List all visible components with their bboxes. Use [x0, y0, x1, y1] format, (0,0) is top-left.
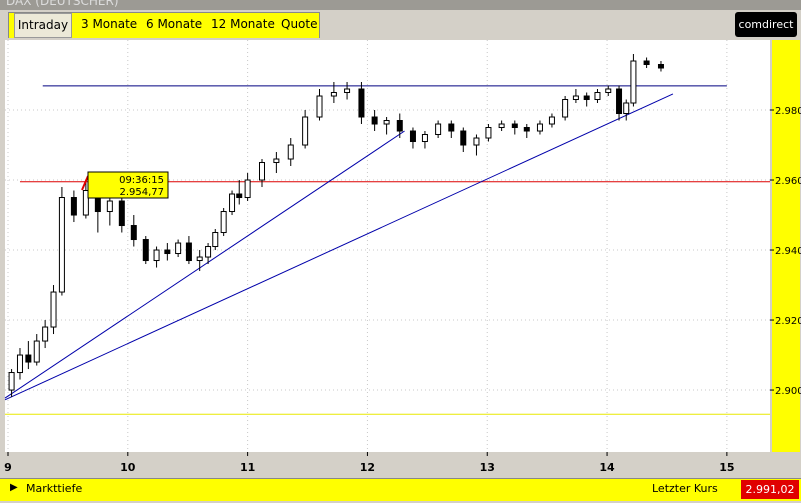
candle-body [448, 123, 455, 132]
candle-body [605, 88, 612, 94]
candle-body [657, 64, 664, 69]
candle-body [153, 249, 160, 262]
tab[interactable]: Quote [281, 17, 318, 31]
y-tick-label: 2.980 [775, 106, 801, 117]
last-price: 2.991,02 [741, 480, 799, 499]
candle-body [130, 225, 137, 241]
candle-body [316, 95, 323, 118]
candle-body [548, 116, 555, 125]
candle-body [594, 92, 601, 101]
x-tick-label: 10 [120, 461, 136, 474]
candle-body [106, 200, 113, 213]
last-price-label: Letzter Kurs [652, 482, 718, 495]
candle-body [643, 60, 650, 66]
tooltip-pointer [81, 175, 89, 191]
candle-body [258, 162, 265, 181]
overlay-line [4, 130, 405, 399]
candle-body [229, 193, 236, 213]
x-tick-label: 13 [480, 461, 495, 474]
candle-body [473, 137, 480, 146]
candle-body [358, 88, 365, 118]
candle-body [164, 249, 171, 255]
y-tick-label: 2.920 [775, 316, 801, 327]
candle-body [421, 134, 428, 143]
candle-body [33, 340, 40, 363]
x-tick-label: 12 [360, 461, 375, 474]
tab[interactable]: 3 Monate [81, 17, 138, 31]
candle-body [185, 242, 192, 262]
candle-body [511, 123, 518, 129]
candle-body [82, 190, 89, 216]
candle-body [623, 102, 630, 115]
y-tick-label: 2.960 [775, 176, 801, 187]
candle-body [396, 120, 403, 132]
x-tick-label: 15 [719, 461, 734, 474]
x-tick-label: 9 [4, 461, 12, 474]
candle-body [273, 158, 280, 164]
candle-body [302, 116, 309, 146]
candle-body [572, 95, 579, 101]
candle-body [58, 197, 65, 293]
window-title: DAX (DEUTSCHER) [6, 0, 119, 8]
candle-body [25, 354, 32, 363]
candle-body [118, 200, 125, 227]
candle-body [435, 123, 442, 136]
candle-body [630, 60, 637, 104]
candle-body [409, 130, 416, 143]
candle-body [175, 242, 182, 255]
candle-body [383, 120, 390, 125]
candle-body [70, 197, 77, 216]
logo: comdirect [735, 12, 797, 37]
candle-body [287, 144, 294, 160]
candle-body [498, 123, 505, 129]
candle-body [583, 95, 590, 101]
candle-body [142, 239, 149, 262]
candle-body [212, 232, 219, 248]
tooltip-time: 09:36:15 [119, 175, 164, 186]
expand-arrow[interactable]: ▶ [10, 482, 18, 493]
logo-text: comdirect [738, 18, 794, 31]
candle-body [205, 246, 212, 258]
tab[interactable]: 6 Monate [146, 17, 203, 31]
market-depth[interactable]: Markttiefe [26, 482, 83, 495]
overlay-line [4, 93, 674, 401]
x-tick-label: 14 [599, 461, 615, 474]
tooltip-price: 2.954,77 [119, 187, 164, 198]
candle-body [485, 127, 492, 139]
candle-body [196, 256, 203, 262]
x-tick-label: 11 [240, 461, 255, 474]
plot-area [5, 40, 770, 452]
y-axis-band [772, 40, 800, 452]
footer: ▶ Markttiefe Letzter Kurs 2.991,02 [0, 478, 801, 501]
candle-body [536, 123, 543, 132]
y-tick-label: 2.940 [775, 246, 801, 257]
candle-body [16, 354, 23, 374]
candle-body [220, 211, 227, 234]
candle-body [8, 372, 15, 391]
candle-body [330, 92, 337, 97]
candle-body [344, 88, 351, 94]
candle-body [562, 99, 569, 118]
candle-body [42, 326, 49, 342]
tab[interactable]: Intraday [14, 13, 72, 38]
candle-body [460, 130, 467, 146]
candle-body [523, 127, 530, 132]
candle-body [371, 116, 378, 125]
tab[interactable]: 12 Monate [211, 17, 275, 31]
candle-body [616, 88, 623, 115]
candle-body [50, 291, 57, 328]
chart: 2.900 2.920 2.940 2.960 2.980 9 10 11 12 13 14 15 09… [0, 38, 801, 478]
candle-body [236, 193, 243, 199]
tooltip [87, 171, 169, 199]
candle-body [244, 179, 251, 199]
y-tick-label: 2.900 [775, 386, 801, 397]
title-bar: DAX (DEUTSCHER) [0, 0, 801, 10]
